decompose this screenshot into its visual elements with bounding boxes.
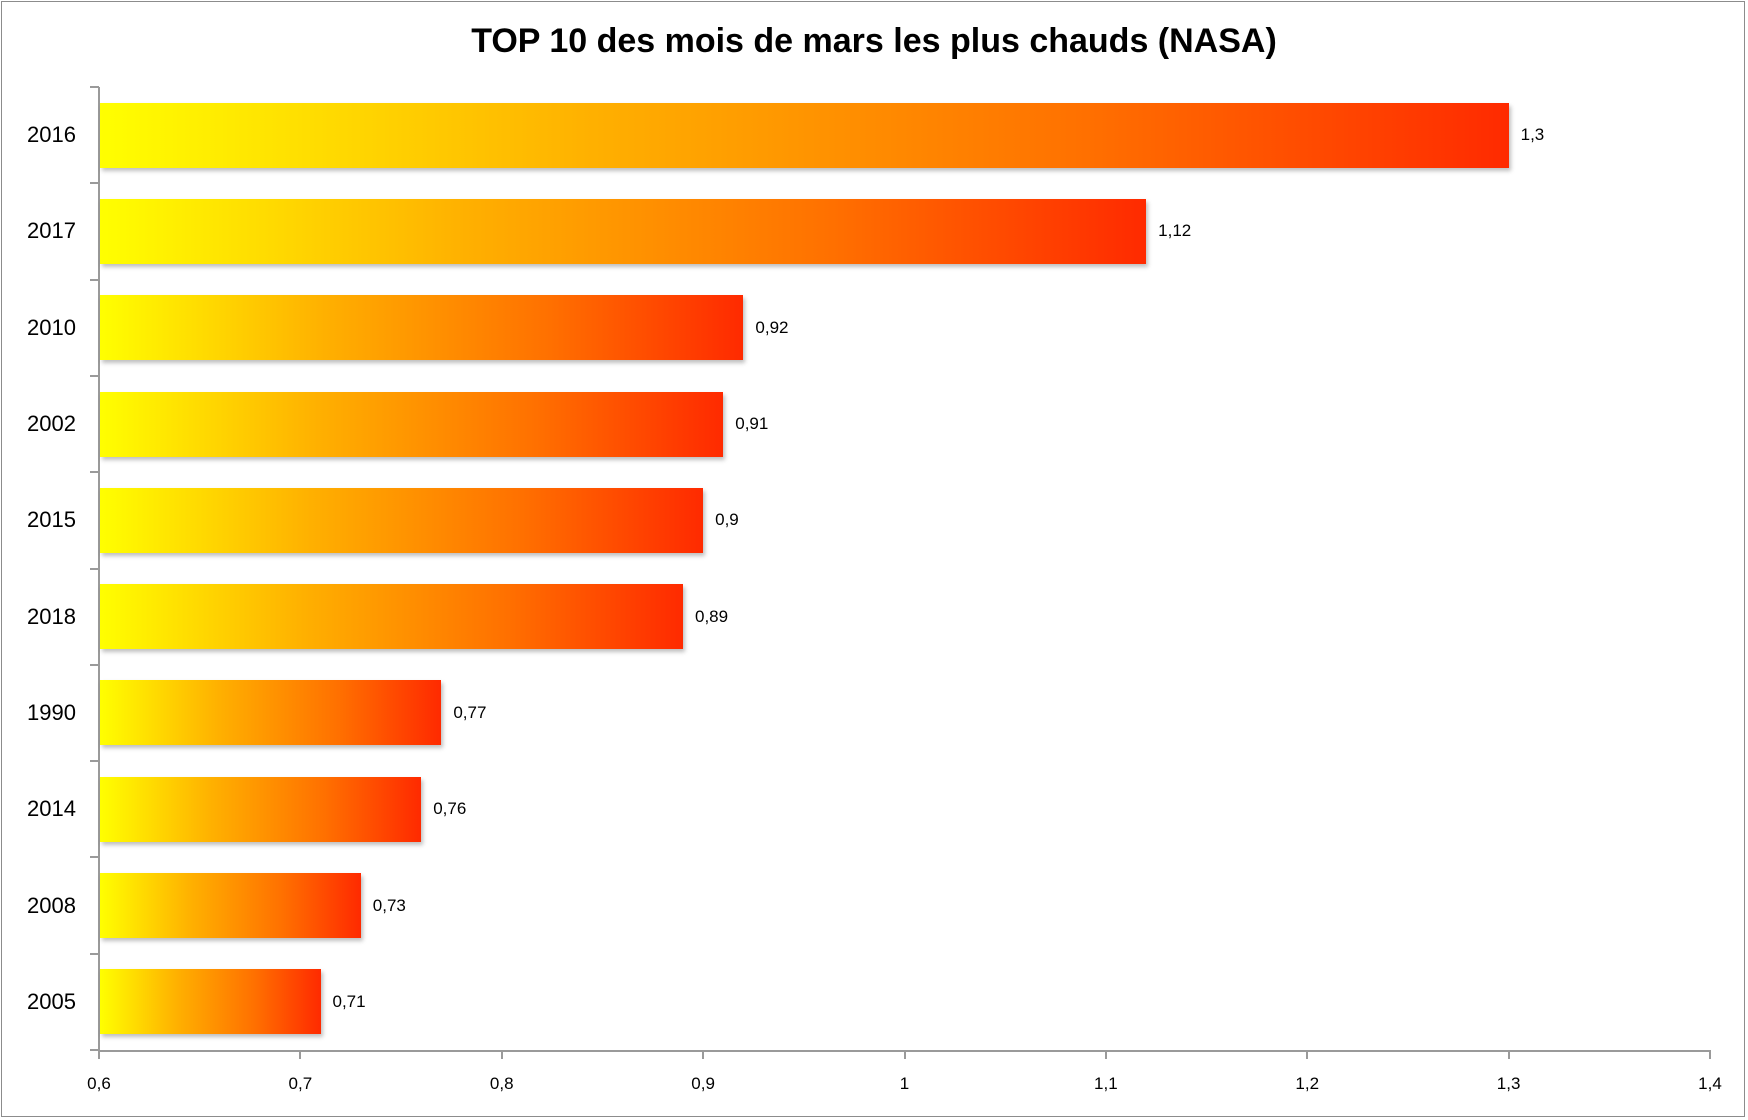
value-label: 0,76 xyxy=(433,799,467,819)
x-tick-label: 0,9 xyxy=(691,1074,715,1093)
y-category-label: 2002 xyxy=(27,411,76,437)
y-category-label: 1990 xyxy=(27,699,76,725)
bar-2010 xyxy=(100,295,744,361)
y-category-label: 2010 xyxy=(27,314,76,340)
y-category-label: 2018 xyxy=(27,603,76,629)
bar-2008 xyxy=(100,873,361,939)
x-tick-label: 1,1 xyxy=(1094,1074,1118,1093)
value-label: 0,71 xyxy=(332,991,366,1011)
y-category-label: 2017 xyxy=(27,218,76,244)
bar-2016 xyxy=(100,102,1509,168)
bar-2002 xyxy=(100,391,724,457)
x-tick xyxy=(1507,1050,1510,1059)
y-axis-line xyxy=(98,87,100,1051)
x-tick-label: 0,7 xyxy=(288,1074,313,1093)
x-tick-label: 0,6 xyxy=(87,1074,111,1093)
x-tick-label: 1,4 xyxy=(1698,1074,1722,1093)
y-category-label: 2008 xyxy=(27,892,76,918)
y-category-label: 2005 xyxy=(27,988,76,1014)
value-label: 0,9 xyxy=(715,510,739,530)
y-tick xyxy=(90,182,99,185)
x-tick xyxy=(1306,1050,1309,1059)
value-label: 1,12 xyxy=(1158,221,1192,241)
y-tick xyxy=(90,760,99,763)
bar-2015 xyxy=(100,487,704,553)
y-tick xyxy=(90,278,99,281)
x-tick xyxy=(500,1050,503,1059)
x-tick xyxy=(702,1050,705,1059)
bar-2014 xyxy=(100,776,422,842)
bar-2005 xyxy=(100,969,321,1035)
bar-2017 xyxy=(100,198,1147,264)
value-label: 0,89 xyxy=(694,606,729,626)
y-tick xyxy=(90,952,99,955)
value-label: 0,91 xyxy=(735,414,769,434)
y-tick xyxy=(90,663,99,666)
y-category-label: 2015 xyxy=(27,507,76,533)
y-tick xyxy=(90,567,99,570)
y-tick xyxy=(90,374,99,377)
x-tick xyxy=(98,1050,100,1059)
chart-title: TOP 10 des mois de mars les plus chauds … xyxy=(471,22,1277,60)
value-label: 0,73 xyxy=(372,895,406,915)
x-tick xyxy=(903,1050,906,1059)
x-tick-label: 0,8 xyxy=(489,1074,514,1093)
y-tick xyxy=(90,856,99,859)
y-category-label: 2014 xyxy=(27,796,76,822)
y-tick xyxy=(90,86,99,88)
bar-2018 xyxy=(100,584,683,650)
x-tick xyxy=(299,1050,302,1059)
x-tick-label: 1,2 xyxy=(1295,1074,1320,1093)
value-label: 0,77 xyxy=(453,702,487,722)
y-tick xyxy=(90,1049,99,1051)
x-tick xyxy=(1709,1050,1711,1059)
y-tick xyxy=(90,471,99,474)
y-category-label: 2016 xyxy=(27,122,76,148)
x-tick-label: 1,3 xyxy=(1496,1074,1521,1093)
x-tick xyxy=(1104,1050,1107,1059)
value-label: 1,3 xyxy=(1520,125,1545,145)
x-tick-label: 1 xyxy=(899,1074,910,1093)
value-label: 0,92 xyxy=(755,317,789,337)
bar-1990 xyxy=(100,680,442,746)
